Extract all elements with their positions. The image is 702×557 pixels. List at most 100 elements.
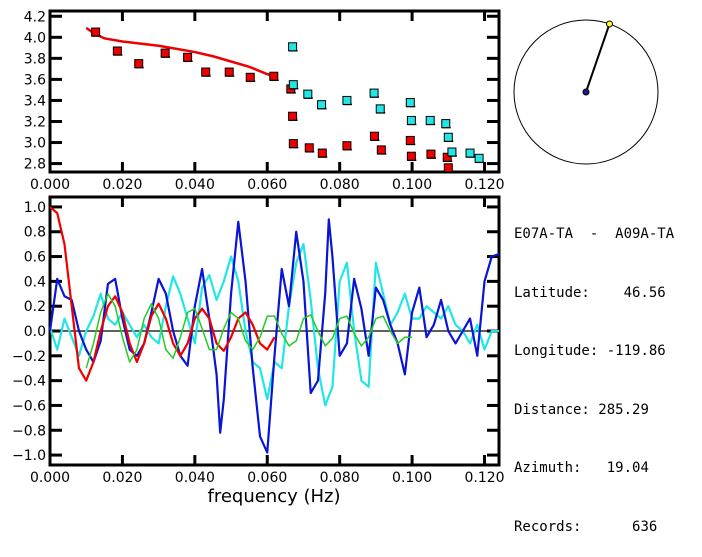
y-tick-label: −0.6 <box>12 398 46 414</box>
x-tick-label: 0.060 <box>247 177 287 193</box>
x-tick-label: 0.040 <box>175 177 215 193</box>
red-point <box>426 149 436 159</box>
x-tick-label: 0.100 <box>392 177 432 193</box>
y-tick-label: −0.8 <box>12 423 46 439</box>
cyan-point <box>342 95 352 105</box>
cyan-point <box>288 80 298 90</box>
cyan-point <box>288 42 298 52</box>
y-tick-label: 4.0 <box>24 30 46 46</box>
correlation-panel: 0.000 0.020 0.040 0.060 0.080 0.100 0.120 −1.0 −… <box>12 195 505 486</box>
red-point <box>317 148 327 158</box>
cyan-point <box>375 104 385 114</box>
x-tick-label: 0.000 <box>30 177 70 193</box>
red-point <box>342 141 352 151</box>
longitude-row: Longitude: -119.86 <box>514 342 674 362</box>
cyan-point <box>406 115 416 125</box>
records-value: 636 <box>632 518 658 535</box>
red-series-line <box>49 206 276 382</box>
red-point <box>304 143 314 153</box>
y-tick-label: 3.2 <box>24 114 46 130</box>
red-point <box>442 152 452 162</box>
red-point <box>183 52 193 62</box>
red-point <box>91 27 101 37</box>
y-tick-label: −0.4 <box>12 374 46 390</box>
x-tick-label: 0.080 <box>320 177 360 193</box>
red-point <box>288 111 298 121</box>
red-point <box>405 135 415 145</box>
model-curve <box>85 26 275 78</box>
y-tick-label: 3.6 <box>24 72 46 88</box>
origin-station-marker <box>582 88 590 96</box>
records-label: Records: <box>514 518 582 535</box>
x-tick-label: 0.040 <box>175 470 215 486</box>
red-point <box>112 46 122 56</box>
red-point <box>369 131 379 141</box>
red-point <box>160 48 170 58</box>
cyan-point <box>405 98 415 108</box>
distance-label: Distance: <box>514 401 590 418</box>
azimuth-value: 19.04 <box>606 460 649 476</box>
latitude-label: Latitude: <box>514 284 590 301</box>
y-tick-label: 0.2 <box>24 299 46 315</box>
x-axis-label: frequency (Hz) <box>207 486 340 507</box>
y-tick-label: −0.2 <box>12 349 46 365</box>
y-tick-label: 3.8 <box>24 51 46 67</box>
x-tick-label: 0.020 <box>102 177 142 193</box>
cyan-point <box>443 132 453 142</box>
red-point <box>245 72 255 82</box>
station-pair: E07A-TA - A09A-TA <box>514 226 675 242</box>
y-tick-label: 3.4 <box>24 93 46 109</box>
azimuth-dial <box>513 19 659 165</box>
plot-frame <box>48 9 501 174</box>
cyan-point <box>474 153 484 163</box>
distance-row: Distance: 285.29 <box>514 401 674 421</box>
x-tick-label: 0.000 <box>30 470 70 486</box>
latitude-value: 46.56 <box>623 284 666 301</box>
distance-value: 285.29 <box>598 401 649 418</box>
y-tick-label: 0.6 <box>24 250 46 266</box>
records-row: Records: 636 <box>514 518 674 538</box>
dispersion-panel: 0.000 0.020 0.040 0.060 0.080 0.100 0.120 2.8 3.… <box>24 9 505 193</box>
y-tick-label: 4.2 <box>24 9 46 25</box>
x-tick-label: 0.060 <box>247 470 287 486</box>
station-info-panel: E07A-TA - A09A-TA Latitude: 46.56 Longit… <box>514 186 674 557</box>
y-tick-label: 1.0 <box>24 200 46 216</box>
cyan-point <box>303 89 313 99</box>
red-point <box>443 163 453 173</box>
cyan-point <box>447 147 457 157</box>
cyan-point <box>441 119 451 129</box>
red-point <box>376 145 386 155</box>
y-tick-label: 2.8 <box>24 157 46 173</box>
azimuth-needle <box>585 23 611 93</box>
cyan-point <box>369 88 379 98</box>
target-station-marker <box>605 20 613 28</box>
x-tick-label: 0.120 <box>464 470 504 486</box>
red-point <box>406 151 416 161</box>
cyan-point <box>465 148 475 158</box>
cyan-point <box>425 115 435 125</box>
green-series-line <box>85 293 413 369</box>
red-point <box>134 59 144 69</box>
cyan-series-line <box>48 243 499 407</box>
x-tick-label: 0.020 <box>102 470 142 486</box>
red-point <box>269 71 279 81</box>
red-point <box>288 139 298 149</box>
x-tick-label: 0.100 <box>392 470 432 486</box>
x-tick-label: 0.120 <box>464 177 504 193</box>
figure-canvas: 0.000 0.020 0.040 0.060 0.080 0.100 0.120 2.8 3.… <box>12 9 659 507</box>
y-tick-label: 3.0 <box>24 136 46 152</box>
cyan-point <box>317 100 327 110</box>
dial-circle <box>513 19 659 165</box>
blue-series-line <box>48 218 500 454</box>
red-point <box>224 67 234 77</box>
y-tick-label: 0.8 <box>24 225 46 241</box>
y-tick-label: 0.0 <box>24 324 46 340</box>
y-tick-label: −1.0 <box>12 448 46 464</box>
latitude-row: Latitude: 46.56 <box>514 284 674 304</box>
red-point <box>201 67 211 77</box>
azimuth-label: Azimuth: <box>514 460 582 476</box>
longitude-label: Longitude: <box>514 343 599 359</box>
x-tick-label: 0.080 <box>320 470 360 486</box>
y-tick-label: 0.4 <box>24 274 46 290</box>
longitude-value: -119.86 <box>606 343 666 359</box>
